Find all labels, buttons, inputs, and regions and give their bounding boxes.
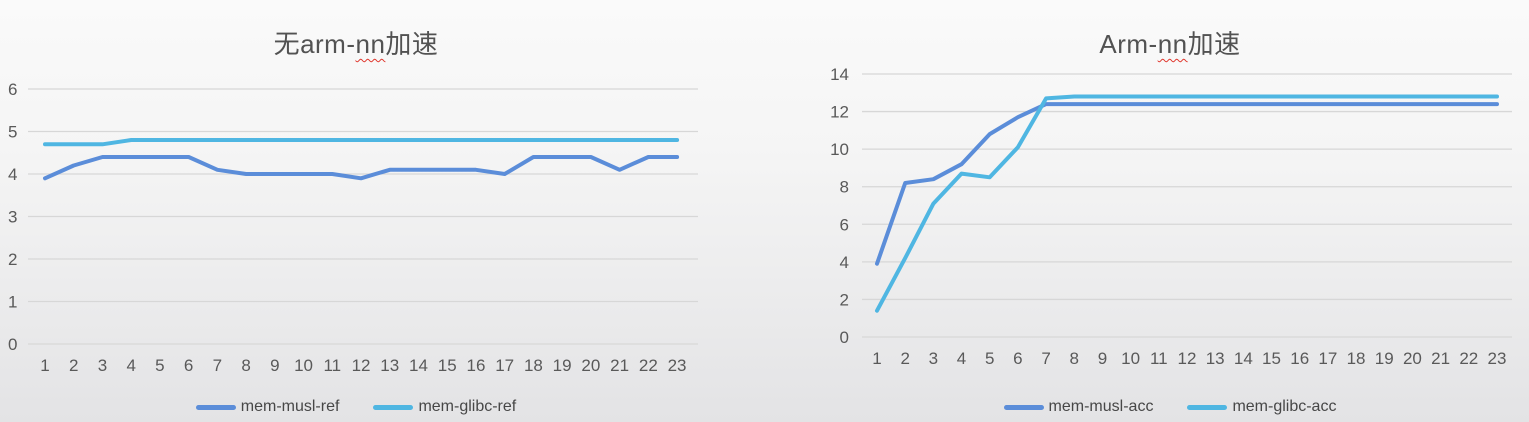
x-axis-tick-label: 14 xyxy=(1234,349,1253,368)
legend-label: mem-musl-acc xyxy=(1048,398,1154,415)
chart-armnn[interactable]: Arm-nn加速 0 2 4 6 8 10 12 14 1 2 3 4 5 6 7 8 9 10 11 12 13 14 1… xyxy=(760,0,1529,422)
x-axis-tick-label: 23 xyxy=(668,356,687,375)
x-axis-tick-label: 12 xyxy=(1178,349,1197,368)
chart-title[interactable]: Arm-nn加速 xyxy=(820,24,1520,61)
x-axis-tick-label: 2 xyxy=(900,349,909,368)
y-axis-tick-label: 4 xyxy=(8,165,17,184)
x-axis-tick-label: 20 xyxy=(1403,349,1422,368)
x-axis-tick-label: 11 xyxy=(323,356,341,375)
x-axis-tick-label: 19 xyxy=(1375,349,1394,368)
legend-label: mem-glibc-acc xyxy=(1232,398,1337,415)
chart-no-armnn[interactable]: 无arm-nn加速 0 1 2 3 4 5 6 1 2 3 4 5 6 7 8 9 10 11 12 13 14 15 16… xyxy=(0,0,760,422)
series-line-mem-glibc-ref[interactable] xyxy=(43,138,680,147)
y-axis-tick-label: 14 xyxy=(830,65,849,84)
x-axis-tick-label: 6 xyxy=(184,356,193,375)
chart-legend: mem-musl-ref mem-glibc-ref xyxy=(0,395,712,419)
y-axis-tick-label: 2 xyxy=(840,290,849,309)
x-axis-tick-label: 9 xyxy=(270,356,279,375)
x-axis-tick-label: 11 xyxy=(1150,349,1168,368)
chart-title-text: Arm- xyxy=(1099,29,1158,59)
x-axis-tick-label: 23 xyxy=(1487,349,1506,368)
x-axis-tick-label: 16 xyxy=(466,356,485,375)
x-axis-tick-label: 10 xyxy=(294,356,313,375)
chart-title-text: 加速 xyxy=(1187,29,1241,59)
x-axis-tick-label: 1 xyxy=(872,349,881,368)
y-axis-tick-label: 1 xyxy=(8,293,17,312)
chart-legend: mem-musl-acc mem-glibc-acc xyxy=(820,395,1520,419)
x-axis-tick-label: 4 xyxy=(957,349,966,368)
y-axis-tick-label: 6 xyxy=(8,80,17,99)
y-axis-tick-label: 0 xyxy=(8,335,17,354)
x-axis-tick-label: 8 xyxy=(241,356,250,375)
legend-entry[interactable]: mem-glibc-ref xyxy=(373,398,516,416)
y-axis-tick-label: 3 xyxy=(8,208,17,227)
x-axis-tick-label: 4 xyxy=(126,356,135,375)
series-line-mem-glibc-acc[interactable] xyxy=(875,94,1499,313)
x-axis-tick-label: 13 xyxy=(1206,349,1225,368)
x-axis-tick-label: 5 xyxy=(985,349,994,368)
x-axis-tick-label: 7 xyxy=(1041,349,1050,368)
y-axis-tick-label: 12 xyxy=(830,103,849,122)
x-axis-tick-label: 18 xyxy=(524,356,543,375)
x-axis-tick-label: 20 xyxy=(581,356,600,375)
legend-label: mem-musl-ref xyxy=(240,398,340,415)
x-axis-tick-label: 2 xyxy=(69,356,78,375)
y-axis-tick-label: 2 xyxy=(8,250,17,269)
x-axis-tick-label: 3 xyxy=(929,349,938,368)
y-axis-tick-label: 8 xyxy=(840,178,849,197)
y-axis-tick-label: 0 xyxy=(840,328,849,347)
legend-entry[interactable]: mem-musl-ref xyxy=(195,398,340,416)
x-axis-tick-label: 17 xyxy=(1318,349,1337,368)
y-axis-tick-label: 6 xyxy=(840,215,849,234)
x-axis-tick-label: 21 xyxy=(610,356,629,375)
legend-line-marker xyxy=(195,404,236,410)
x-axis-tick-label: 14 xyxy=(409,356,428,375)
y-axis-tick-label: 5 xyxy=(8,123,17,142)
x-axis-tick-label: 22 xyxy=(639,356,658,375)
chart-title-text: 加速 xyxy=(385,29,439,59)
series-line-mem-musl-ref[interactable] xyxy=(43,155,680,181)
x-axis-tick-label: 19 xyxy=(553,356,572,375)
x-axis-tick-label: 15 xyxy=(1262,349,1281,368)
x-axis-tick-label: 18 xyxy=(1347,349,1366,368)
x-axis-tick-label: 8 xyxy=(1070,349,1079,368)
y-axis-tick-label: 4 xyxy=(840,253,849,272)
x-axis-tick-label: 22 xyxy=(1459,349,1478,368)
x-axis-tick-label: 5 xyxy=(155,356,164,375)
x-axis-tick-label: 12 xyxy=(352,356,371,375)
chart-title-misspelled-text: nn xyxy=(355,29,386,59)
x-axis-tick-label: 13 xyxy=(380,356,399,375)
legend-entry[interactable]: mem-musl-acc xyxy=(1003,398,1154,416)
legend-line-marker xyxy=(1003,404,1044,410)
x-axis-tick-label: 6 xyxy=(1013,349,1022,368)
x-axis-tick-label: 7 xyxy=(213,356,222,375)
x-axis-tick-label: 10 xyxy=(1121,349,1140,368)
x-axis-tick-label: 15 xyxy=(438,356,457,375)
series-line-mem-musl-acc[interactable] xyxy=(875,102,1499,266)
x-axis-tick-label: 9 xyxy=(1098,349,1107,368)
legend-line-marker xyxy=(373,404,414,410)
chart-title-misspelled-text: nn xyxy=(1157,29,1188,59)
chart-title[interactable]: 无arm-nn加速 xyxy=(0,24,712,61)
x-axis-tick-label: 1 xyxy=(40,356,49,375)
x-axis-tick-label: 3 xyxy=(98,356,107,375)
x-axis-tick-label: 17 xyxy=(495,356,514,375)
legend-label: mem-glibc-ref xyxy=(418,398,517,415)
legend-line-marker xyxy=(1187,404,1228,410)
y-axis-tick-label: 10 xyxy=(830,140,849,159)
x-axis-tick-label: 21 xyxy=(1431,349,1450,368)
legend-entry[interactable]: mem-glibc-acc xyxy=(1187,398,1336,416)
chart-title-text: 无arm- xyxy=(273,29,356,59)
x-axis-tick-label: 16 xyxy=(1290,349,1309,368)
